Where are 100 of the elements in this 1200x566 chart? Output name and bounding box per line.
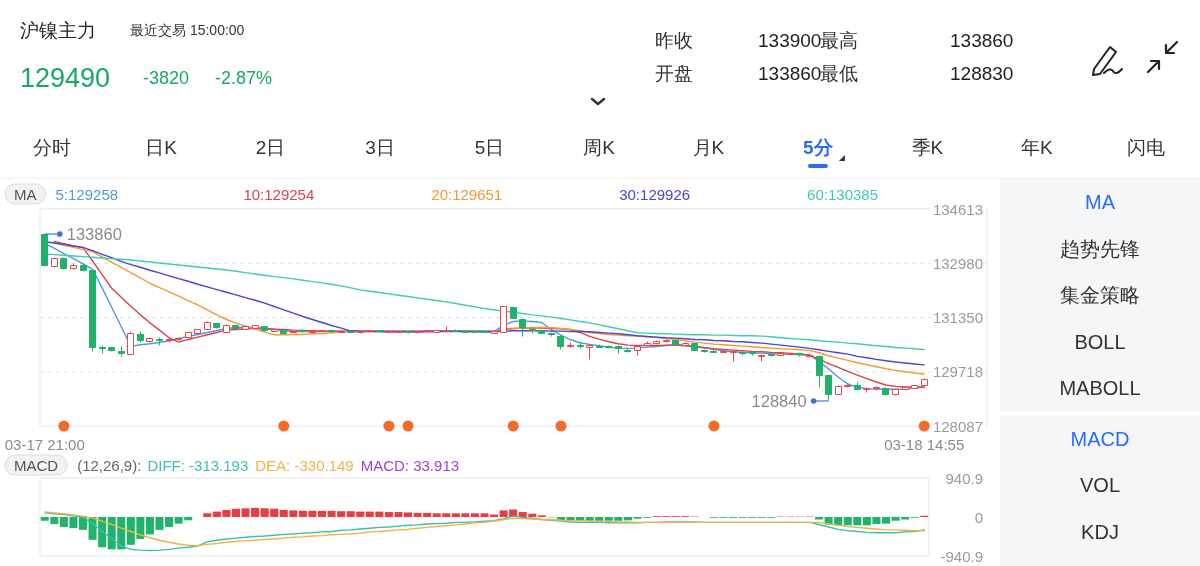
candlestick — [424, 330, 431, 333]
text: KDJ — [1081, 520, 1119, 543]
candlestick — [51, 257, 58, 268]
candlestick — [557, 335, 564, 350]
candlestick — [882, 387, 889, 396]
candlestick — [538, 329, 545, 334]
annotation: 133860 — [66, 225, 122, 244]
candlestick — [691, 343, 698, 351]
candlestick — [911, 385, 918, 389]
candlestick — [204, 321, 211, 330]
category-label: 2日 — [255, 136, 286, 158]
candlestick — [749, 351, 756, 356]
candlestick — [835, 385, 842, 395]
candlestick — [328, 329, 335, 333]
candlestick — [99, 345, 106, 354]
category-label: 月K — [692, 136, 725, 158]
candlestick — [806, 353, 813, 358]
candlestick — [271, 328, 278, 332]
y-tick-label: 131350 — [932, 309, 983, 326]
candlestick — [787, 352, 794, 355]
annotation: 128840 — [751, 391, 807, 410]
text: 10:129254 — [243, 185, 315, 203]
candlestick — [137, 331, 144, 343]
candlestick — [338, 330, 345, 333]
candlestick — [844, 384, 851, 388]
candlestick — [280, 329, 287, 334]
candlestick — [768, 353, 775, 357]
candlestick — [166, 337, 173, 343]
text: BOLL — [1074, 330, 1126, 353]
bar — [231, 508, 240, 517]
text: 最高 — [820, 29, 858, 51]
candlestick — [70, 263, 77, 270]
candlestick — [663, 339, 670, 343]
candlestick — [309, 330, 316, 334]
candlestick — [701, 349, 708, 353]
chart-title: MACD — [14, 456, 59, 474]
candlestick — [175, 337, 182, 340]
candlestick — [577, 342, 584, 349]
category-label: 年K — [1020, 136, 1053, 158]
text: 60:130385 — [807, 185, 879, 203]
text: 133900 — [758, 29, 822, 51]
candlestick — [299, 329, 306, 333]
candlestick — [252, 325, 259, 329]
candlestick — [60, 257, 67, 270]
bar — [79, 517, 88, 530]
candlestick — [443, 326, 450, 332]
candlestick — [777, 353, 784, 356]
candlestick — [710, 349, 717, 353]
candlestick — [194, 329, 201, 334]
candlestick — [127, 331, 134, 355]
text: -3820 — [143, 68, 190, 88]
candlestick — [232, 325, 239, 329]
candlestick — [491, 331, 498, 334]
candlestick — [500, 306, 507, 333]
y-tick-label: 134613 — [932, 200, 983, 218]
candlestick — [290, 330, 297, 333]
candlestick — [758, 354, 765, 362]
candlestick — [921, 378, 928, 386]
candlestick — [825, 375, 832, 401]
text: 昨收 — [655, 29, 693, 51]
candlestick — [653, 340, 660, 344]
candlestick — [519, 318, 526, 337]
text: 30:129926 — [619, 185, 691, 203]
text: MACD: 33.913 — [360, 456, 460, 474]
category-label: 5日 — [474, 136, 505, 158]
bar — [203, 513, 212, 517]
candlestick — [892, 389, 899, 396]
candlestick — [529, 327, 536, 334]
candlestick — [385, 330, 392, 333]
candlestick — [586, 344, 593, 360]
candlestick — [395, 330, 402, 333]
text: 最低 — [820, 62, 858, 84]
y-tick-label: 132980 — [932, 254, 983, 272]
candlestick — [261, 326, 268, 332]
text: 开盘 — [655, 62, 693, 84]
legend-title: (12,26,9): — [77, 456, 142, 474]
candlestick — [80, 263, 87, 272]
candlestick — [41, 234, 48, 267]
candlestick — [223, 324, 230, 333]
text: 133860 — [950, 29, 1014, 51]
candlestick — [462, 330, 469, 333]
candlestick — [863, 387, 870, 393]
candlestick — [730, 351, 737, 362]
candlestick — [902, 386, 909, 391]
candlestick — [624, 348, 631, 353]
candlestick — [347, 330, 354, 333]
text: -2.87% — [215, 68, 273, 88]
category-label: 分时 — [32, 136, 71, 158]
candlestick — [873, 386, 880, 391]
chart-title: MA — [14, 185, 37, 203]
text: MA — [1085, 191, 1116, 213]
category-label: 闪电 — [1127, 136, 1166, 158]
bar — [404, 512, 413, 517]
candlestick — [481, 330, 488, 333]
candlestick — [405, 330, 412, 334]
candlestick — [185, 332, 192, 338]
candlestick — [672, 340, 679, 346]
text: MACD — [1070, 427, 1130, 450]
bar — [317, 510, 327, 517]
candlestick — [433, 330, 440, 333]
